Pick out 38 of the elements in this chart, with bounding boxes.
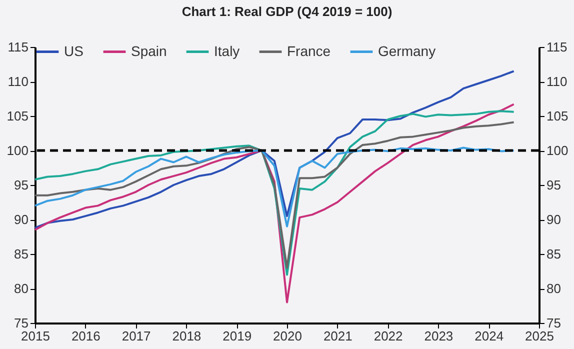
line-series (34, 70, 515, 229)
x-tick-label: 2018 (172, 328, 202, 344)
y2-tick-label: 85 (546, 246, 561, 262)
x-tick-label: 2015 (21, 328, 50, 344)
y2-tick-label: 115 (546, 40, 568, 54)
y2-tick-label: 90 (546, 212, 561, 227)
y-tick-label: 85 (14, 246, 28, 262)
y-tick-label: 110 (8, 74, 28, 89)
line-series (34, 103, 515, 304)
y2-tick-label: 80 (546, 281, 561, 296)
x-tick-label: 2021 (323, 328, 352, 344)
chart-title: Chart 1: Real GDP (Q4 2019 = 100) (182, 4, 392, 19)
y2-tick-label: 110 (546, 74, 568, 89)
x-tick-label: 2022 (374, 328, 403, 344)
y2-tick-label: 95 (546, 178, 561, 192)
x-tick-label: 2019 (222, 328, 252, 344)
line-series (34, 146, 515, 228)
y-tick-label: 90 (14, 212, 28, 227)
y-tick-label: 100 (6, 143, 28, 158)
y-tick-label: 80 (14, 281, 28, 296)
y-tick-label: 105 (6, 108, 28, 124)
y2-tick-label: 105 (546, 108, 568, 124)
x-tick-label: 2025 (525, 328, 554, 344)
legend-label: France (287, 42, 331, 59)
y-tick-label: 115 (8, 40, 28, 54)
x-tick-label: 2024 (474, 328, 504, 344)
x-tick-label: 2020 (273, 328, 302, 344)
legend-label: Italy (214, 42, 240, 59)
y-tick-label: 75 (14, 316, 28, 330)
x-tick-label: 2017 (122, 328, 151, 344)
y-tick-label: 95 (14, 178, 28, 192)
legend-label: US (64, 42, 84, 59)
x-tick-label: 2023 (424, 328, 454, 344)
x-tick-label: 2016 (71, 328, 100, 344)
y2-tick-label: 75 (546, 316, 561, 330)
legend-label: Spain (131, 42, 167, 59)
legend-label: Germany (378, 42, 436, 59)
y2-tick-label: 100 (546, 143, 568, 158)
